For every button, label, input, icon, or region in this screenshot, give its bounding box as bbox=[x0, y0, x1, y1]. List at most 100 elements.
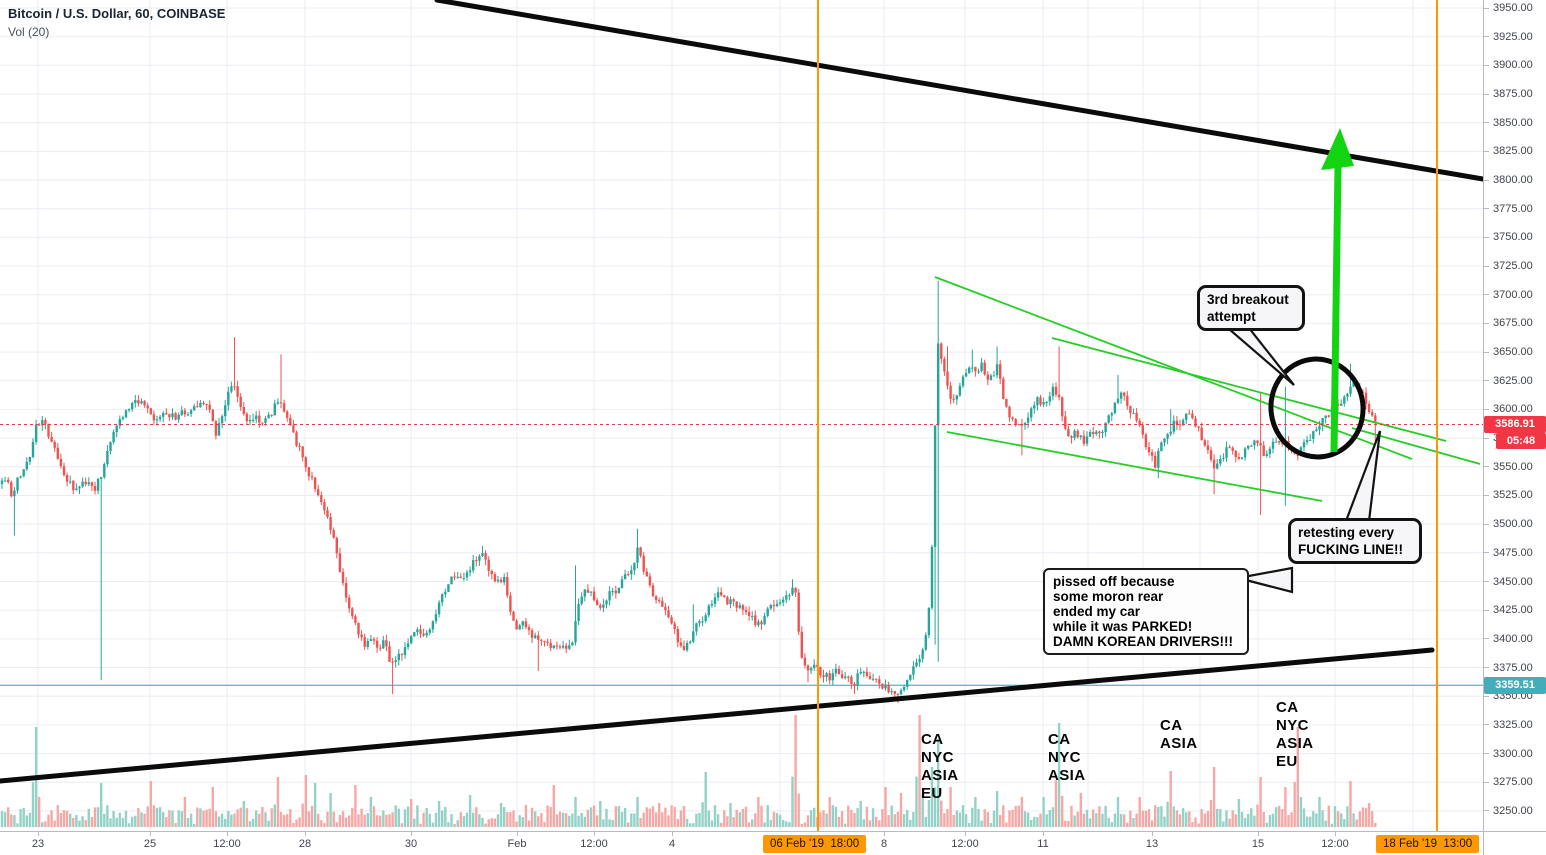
price-tick bbox=[1484, 523, 1489, 525]
time-tick bbox=[1043, 832, 1044, 836]
time-axis-label: Feb bbox=[507, 838, 527, 850]
time-tick bbox=[150, 832, 151, 836]
session-label[interactable]: CA NYC ASIA bbox=[1048, 731, 1086, 784]
time-axis-label: 25 bbox=[143, 838, 157, 850]
price-tick bbox=[1484, 7, 1489, 9]
time-axis-label: 11 bbox=[1037, 838, 1049, 850]
time-tick bbox=[517, 832, 518, 836]
price-axis-label: 3775.00 bbox=[1493, 202, 1533, 215]
callout-retesting[interactable]: retesting every FUCKING LINE!! bbox=[1288, 518, 1422, 564]
time-axis[interactable]: 06 Feb '19 18:00 18 Feb '19 13:00 23 25 12… bbox=[0, 831, 1546, 855]
callout-tail-3 bbox=[1237, 566, 1294, 594]
price-axis-label: 3275.00 bbox=[1493, 776, 1533, 789]
time-tick bbox=[1335, 832, 1336, 836]
grid-horizontal bbox=[0, 7, 1483, 812]
time-tick bbox=[1152, 832, 1153, 836]
price-axis-label: 3850.00 bbox=[1493, 116, 1533, 129]
price-tick bbox=[1484, 208, 1489, 210]
session-label[interactable]: CA ASIA bbox=[1160, 717, 1198, 752]
price-tick bbox=[1484, 667, 1489, 669]
price-axis-label: 3300.00 bbox=[1493, 747, 1533, 760]
price-tick bbox=[1484, 64, 1489, 66]
price-axis-label: 3925.00 bbox=[1493, 30, 1533, 43]
time-axis-label: 15 bbox=[1251, 838, 1265, 850]
indicator-label[interactable]: Vol (20) bbox=[8, 25, 50, 39]
green-trend-line-2[interactable] bbox=[1051, 337, 1447, 442]
price-axis-label: 3550.00 bbox=[1493, 460, 1533, 473]
descending-resistance-line[interactable] bbox=[434, 0, 1483, 182]
price-axis-label: 3750.00 bbox=[1493, 231, 1533, 244]
price-axis-label: 3950.00 bbox=[1493, 2, 1533, 14]
price-tick bbox=[1484, 351, 1489, 353]
price-tick bbox=[1484, 294, 1489, 296]
price-axis-label: 3625.00 bbox=[1493, 374, 1533, 387]
time-axis-label: 12:00 bbox=[580, 838, 608, 850]
note-rant[interactable]: pissed off because some moron rear ended… bbox=[1043, 568, 1249, 655]
axis-corner bbox=[1483, 831, 1546, 855]
breakout-circle-annotation[interactable] bbox=[1265, 353, 1370, 463]
volume-bars-up bbox=[0, 723, 1355, 827]
price-tick bbox=[1484, 93, 1489, 95]
price-tick bbox=[1484, 236, 1489, 238]
breakout-arrow-shaft[interactable] bbox=[1330, 165, 1342, 453]
time-axis-label: 12:00 bbox=[213, 838, 241, 850]
price-axis-label: 3650.00 bbox=[1493, 346, 1533, 359]
price-chart-canvas[interactable] bbox=[0, 0, 1483, 831]
time-tick bbox=[305, 832, 306, 836]
time-tick bbox=[38, 832, 39, 836]
price-axis-label: 3675.00 bbox=[1493, 317, 1533, 330]
ascending-support-line[interactable] bbox=[0, 647, 1435, 784]
time-tick bbox=[594, 832, 595, 836]
price-axis-label: 3375.00 bbox=[1493, 661, 1533, 674]
support-level-badge: 3359.51 bbox=[1484, 676, 1546, 694]
price-tick bbox=[1484, 781, 1489, 783]
price-tick bbox=[1484, 638, 1489, 640]
price-axis[interactable]: 3586.91 05:48 3359.51 3950.00 3925.00 3900… bbox=[1483, 0, 1546, 831]
price-tick bbox=[1484, 494, 1489, 496]
price-tick bbox=[1484, 810, 1489, 812]
price-axis-label: 3400.00 bbox=[1493, 632, 1533, 645]
price-tick bbox=[1484, 581, 1489, 582]
session-label[interactable]: CA NYC ASIA EU bbox=[1276, 699, 1314, 770]
chart-legend: Bitcoin / U.S. Dollar, 60, COINBASE Vol … bbox=[8, 6, 225, 39]
price-axis-label: 3825.00 bbox=[1493, 145, 1533, 158]
price-axis-label: 3875.00 bbox=[1493, 88, 1533, 101]
price-tick bbox=[1484, 437, 1489, 439]
time-range-start-badge: 06 Feb '19 18:00 bbox=[763, 835, 867, 853]
callout-3rd-breakout[interactable]: 3rd breakout attempt bbox=[1197, 285, 1305, 331]
price-axis-label: 3450.00 bbox=[1493, 575, 1533, 588]
price-axis-label: 3325.00 bbox=[1493, 718, 1533, 731]
session-label[interactable]: CA NYC ASIA EU bbox=[921, 731, 959, 802]
price-tick bbox=[1484, 122, 1489, 124]
price-tick bbox=[1484, 36, 1489, 38]
symbol-title[interactable]: Bitcoin / U.S. Dollar, 60, COINBASE bbox=[8, 6, 226, 21]
time-tick bbox=[672, 832, 673, 836]
time-tick bbox=[884, 832, 885, 836]
time-axis-label: 30 bbox=[404, 838, 418, 850]
green-trend-line-3[interactable] bbox=[946, 431, 1323, 502]
time-axis-label: 8 bbox=[880, 838, 888, 850]
price-tick bbox=[1484, 150, 1489, 152]
time-tick bbox=[227, 832, 228, 836]
price-tick bbox=[1484, 552, 1489, 554]
time-axis-label: 13 bbox=[1145, 838, 1159, 850]
price-axis-label: 3600.00 bbox=[1493, 403, 1533, 416]
price-tick bbox=[1484, 380, 1489, 382]
price-axis-label: 3500.00 bbox=[1493, 518, 1533, 531]
time-tick bbox=[411, 832, 412, 836]
time-axis-label: 28 bbox=[298, 838, 312, 850]
price-tick bbox=[1484, 609, 1489, 611]
price-tick bbox=[1484, 466, 1489, 468]
price-axis-label: 3425.00 bbox=[1493, 604, 1533, 617]
breakout-arrow-head[interactable] bbox=[1321, 128, 1354, 170]
price-axis-label: 3475.00 bbox=[1493, 546, 1533, 559]
price-axis-label: 3800.00 bbox=[1493, 174, 1533, 187]
price-tick bbox=[1484, 724, 1489, 726]
time-axis-label: 12:00 bbox=[1321, 838, 1349, 850]
time-axis-label: 23 bbox=[31, 838, 45, 850]
price-tick bbox=[1484, 408, 1489, 410]
price-tick bbox=[1484, 322, 1489, 324]
price-axis-label: 3250.00 bbox=[1493, 804, 1533, 817]
green-trend-line-4[interactable] bbox=[1351, 427, 1481, 465]
